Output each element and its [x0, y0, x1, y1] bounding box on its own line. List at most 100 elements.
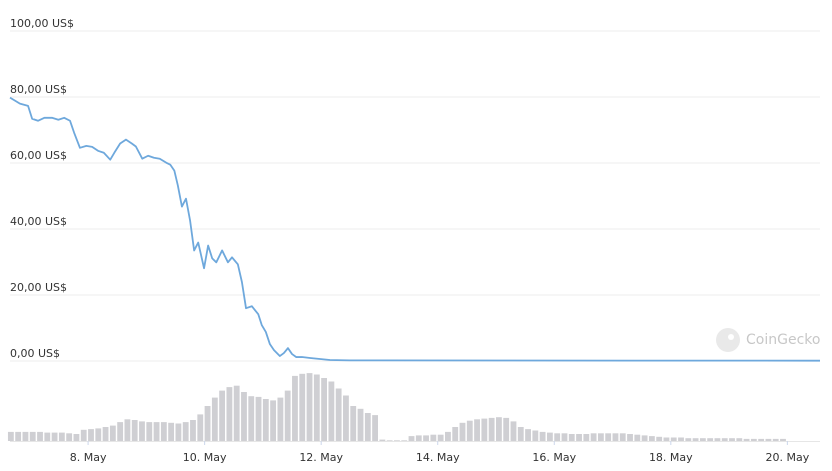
volume-bar: [233, 385, 240, 441]
volume-bar: [459, 422, 466, 441]
volume-bar: [299, 373, 306, 441]
volume-bar: [452, 427, 459, 441]
volume-bar: [37, 431, 43, 441]
volume-bar: [430, 434, 437, 441]
volume-bar: [226, 387, 233, 441]
volume-bar: [619, 433, 626, 441]
y-tick-label: 100,00 US$: [10, 17, 74, 30]
volume-bar: [335, 388, 342, 441]
volume-bar: [44, 432, 51, 441]
volume-bar: [255, 396, 262, 441]
volume-bar: [22, 431, 29, 441]
volume-bar: [29, 431, 36, 441]
volume-bar: [597, 433, 604, 441]
volume-bar: [270, 400, 277, 441]
volume-bar: [503, 417, 510, 441]
volume-bar: [576, 434, 582, 441]
volume-bar: [685, 438, 692, 441]
volume-bar: [699, 438, 706, 441]
volume-bar: [496, 417, 502, 441]
volume-bar: [743, 438, 750, 441]
volume-bar: [197, 414, 204, 441]
volume-bar: [284, 390, 291, 441]
x-tick-label: 12. May: [299, 451, 343, 464]
volume-bar: [554, 433, 561, 441]
volume-bar: [561, 433, 568, 441]
volume-bar: [568, 434, 575, 441]
watermark-logo-eye: [728, 334, 734, 340]
watermark: CoinGecko: [716, 328, 820, 352]
x-tick-label: 10. May: [183, 451, 227, 464]
volume-bar: [539, 431, 546, 441]
watermark-text: CoinGecko: [746, 332, 820, 348]
y-tick-label: 40,00 US$: [10, 215, 67, 228]
x-tick-label: 16. May: [532, 451, 576, 464]
volume-bar: [357, 408, 364, 441]
volume-bar: [510, 421, 517, 441]
volume-bar: [160, 422, 167, 441]
volume-bar: [379, 439, 386, 441]
volume-bar: [277, 397, 284, 441]
volume-bar: [517, 427, 524, 441]
volume-bar: [670, 437, 677, 441]
volume-bar: [372, 415, 378, 441]
volume-bar: [168, 422, 175, 441]
volume-bar: [445, 431, 451, 441]
volume-bar: [146, 422, 153, 441]
volume-bar: [641, 435, 648, 441]
volume-bar: [408, 436, 415, 441]
volume-bar: [423, 435, 429, 441]
y-tick-label: 20,00 US$: [10, 281, 67, 294]
x-tick-label: 18. May: [649, 451, 693, 464]
volume-bar: [139, 421, 145, 441]
volume-bar: [131, 420, 138, 441]
volume-bar: [219, 390, 226, 441]
volume-bar: [262, 399, 269, 441]
volume-bar: [328, 381, 335, 441]
volume-bar: [590, 433, 597, 441]
x-tick-label: 20. May: [765, 451, 809, 464]
volume-bar: [88, 429, 94, 441]
volume-bar: [306, 373, 313, 441]
volume-bar: [729, 438, 735, 441]
volume-bar: [117, 422, 124, 441]
volume-bar: [364, 413, 371, 441]
volume-bar: [750, 438, 757, 441]
volume-bar: [714, 438, 721, 441]
watermark-logo: [716, 328, 740, 352]
volume-bar: [772, 438, 779, 441]
volume-bar: [612, 433, 619, 441]
volume-bar: [692, 438, 699, 441]
y-tick-label: 0,00 US$: [10, 347, 60, 360]
volume-bar: [109, 425, 116, 441]
volume-bar: [73, 434, 80, 441]
volume-bar: [437, 434, 444, 441]
volume-bar: [248, 396, 255, 441]
volume-bar: [627, 434, 633, 441]
volume-bar: [292, 375, 298, 441]
volume-bar: [415, 435, 422, 441]
volume-bar: [546, 432, 553, 441]
volume-bar: [102, 427, 109, 441]
volume-bar: [401, 440, 408, 441]
volume-bar: [66, 433, 73, 441]
volume-bar: [648, 436, 655, 441]
x-tick-label: 8. May: [70, 451, 107, 464]
volume-bar: [525, 429, 531, 441]
volume-bar: [51, 432, 58, 441]
volume-bar: [656, 436, 663, 441]
volume-bar: [58, 432, 65, 441]
volume-bar: [780, 438, 786, 441]
volume-bar: [7, 431, 14, 441]
volume-bar: [466, 420, 473, 441]
volume-bar: [765, 438, 772, 441]
volume-bar: [481, 418, 488, 441]
y-tick-label: 60,00 US$: [10, 149, 67, 162]
volume-bar: [211, 397, 218, 441]
volume-bar: [182, 422, 189, 441]
volume-bar: [488, 417, 495, 441]
x-tick-label: 14. May: [416, 451, 460, 464]
volume-bar: [721, 438, 728, 441]
volume-bar: [634, 434, 641, 441]
